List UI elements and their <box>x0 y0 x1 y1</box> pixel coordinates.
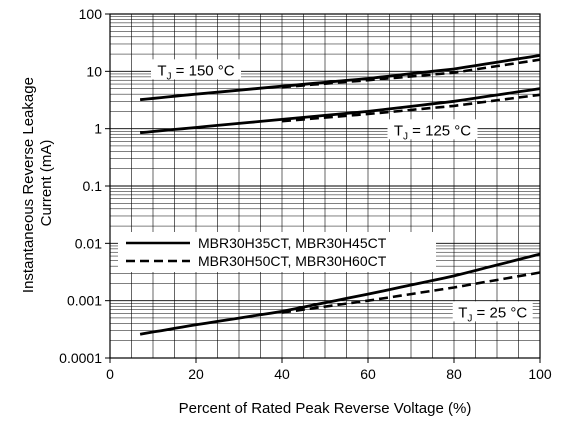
legend: MBR30H35CT, MBR30H45CT MBR30H50CT, MBR30H… <box>118 232 436 272</box>
x-tick-label: 20 <box>188 366 204 382</box>
temperature-annotation: TJ = 125 °C <box>394 122 471 142</box>
y-tick-label: 10 <box>86 63 102 79</box>
x-tick-label: 80 <box>446 366 462 382</box>
legend-box <box>118 232 436 272</box>
y-tick-label: 1 <box>94 121 102 137</box>
x-tick-label: 0 <box>106 366 114 382</box>
series-line-dashed <box>281 58 541 89</box>
x-tick-label: 40 <box>274 366 290 382</box>
y-tick-label: 0.01 <box>75 235 102 251</box>
y-tick-label: 0.001 <box>67 293 102 309</box>
series-line-solid <box>139 252 541 336</box>
legend-label: MBR30H35CT, MBR30H45CT <box>198 235 387 251</box>
x-tick-label: 100 <box>528 366 552 382</box>
annotation-box <box>151 59 241 80</box>
y-axis-title-line-2: Current (mA) <box>38 140 55 227</box>
x-tick-label: 60 <box>360 366 376 382</box>
legend-label: MBR30H50CT, MBR30H60CT <box>198 253 387 269</box>
y-tick-label: 100 <box>79 6 103 22</box>
x-axis-title: Percent of Rated Peak Reverse Voltage (%… <box>179 400 472 417</box>
annotation-box <box>387 119 478 140</box>
temperature-annotation: TJ = 25 °C <box>458 304 527 324</box>
axis-ticks: 0 20 40 60 80 100 0.0001 0.001 0.01 0.1 1 10 100 <box>59 6 552 382</box>
series-lines <box>139 54 541 336</box>
annotation-box <box>452 301 533 322</box>
y-tick-label: 0.1 <box>83 178 103 194</box>
y-tick-label: 0.0001 <box>59 350 102 366</box>
y-axis-title-line-1: Instantaneous Reverse Leakage <box>20 77 37 293</box>
series-line-solid <box>139 87 541 135</box>
y-axis-title: Instantaneous Reverse Leakage Current (m… <box>20 73 55 293</box>
series-line-dashed <box>281 93 541 123</box>
annotations: TJ = 150 °C TJ = 125 °C TJ = 25 °C <box>151 59 533 324</box>
temperature-annotation: TJ = 150 °C <box>157 62 234 82</box>
series-line-dashed <box>281 271 541 314</box>
